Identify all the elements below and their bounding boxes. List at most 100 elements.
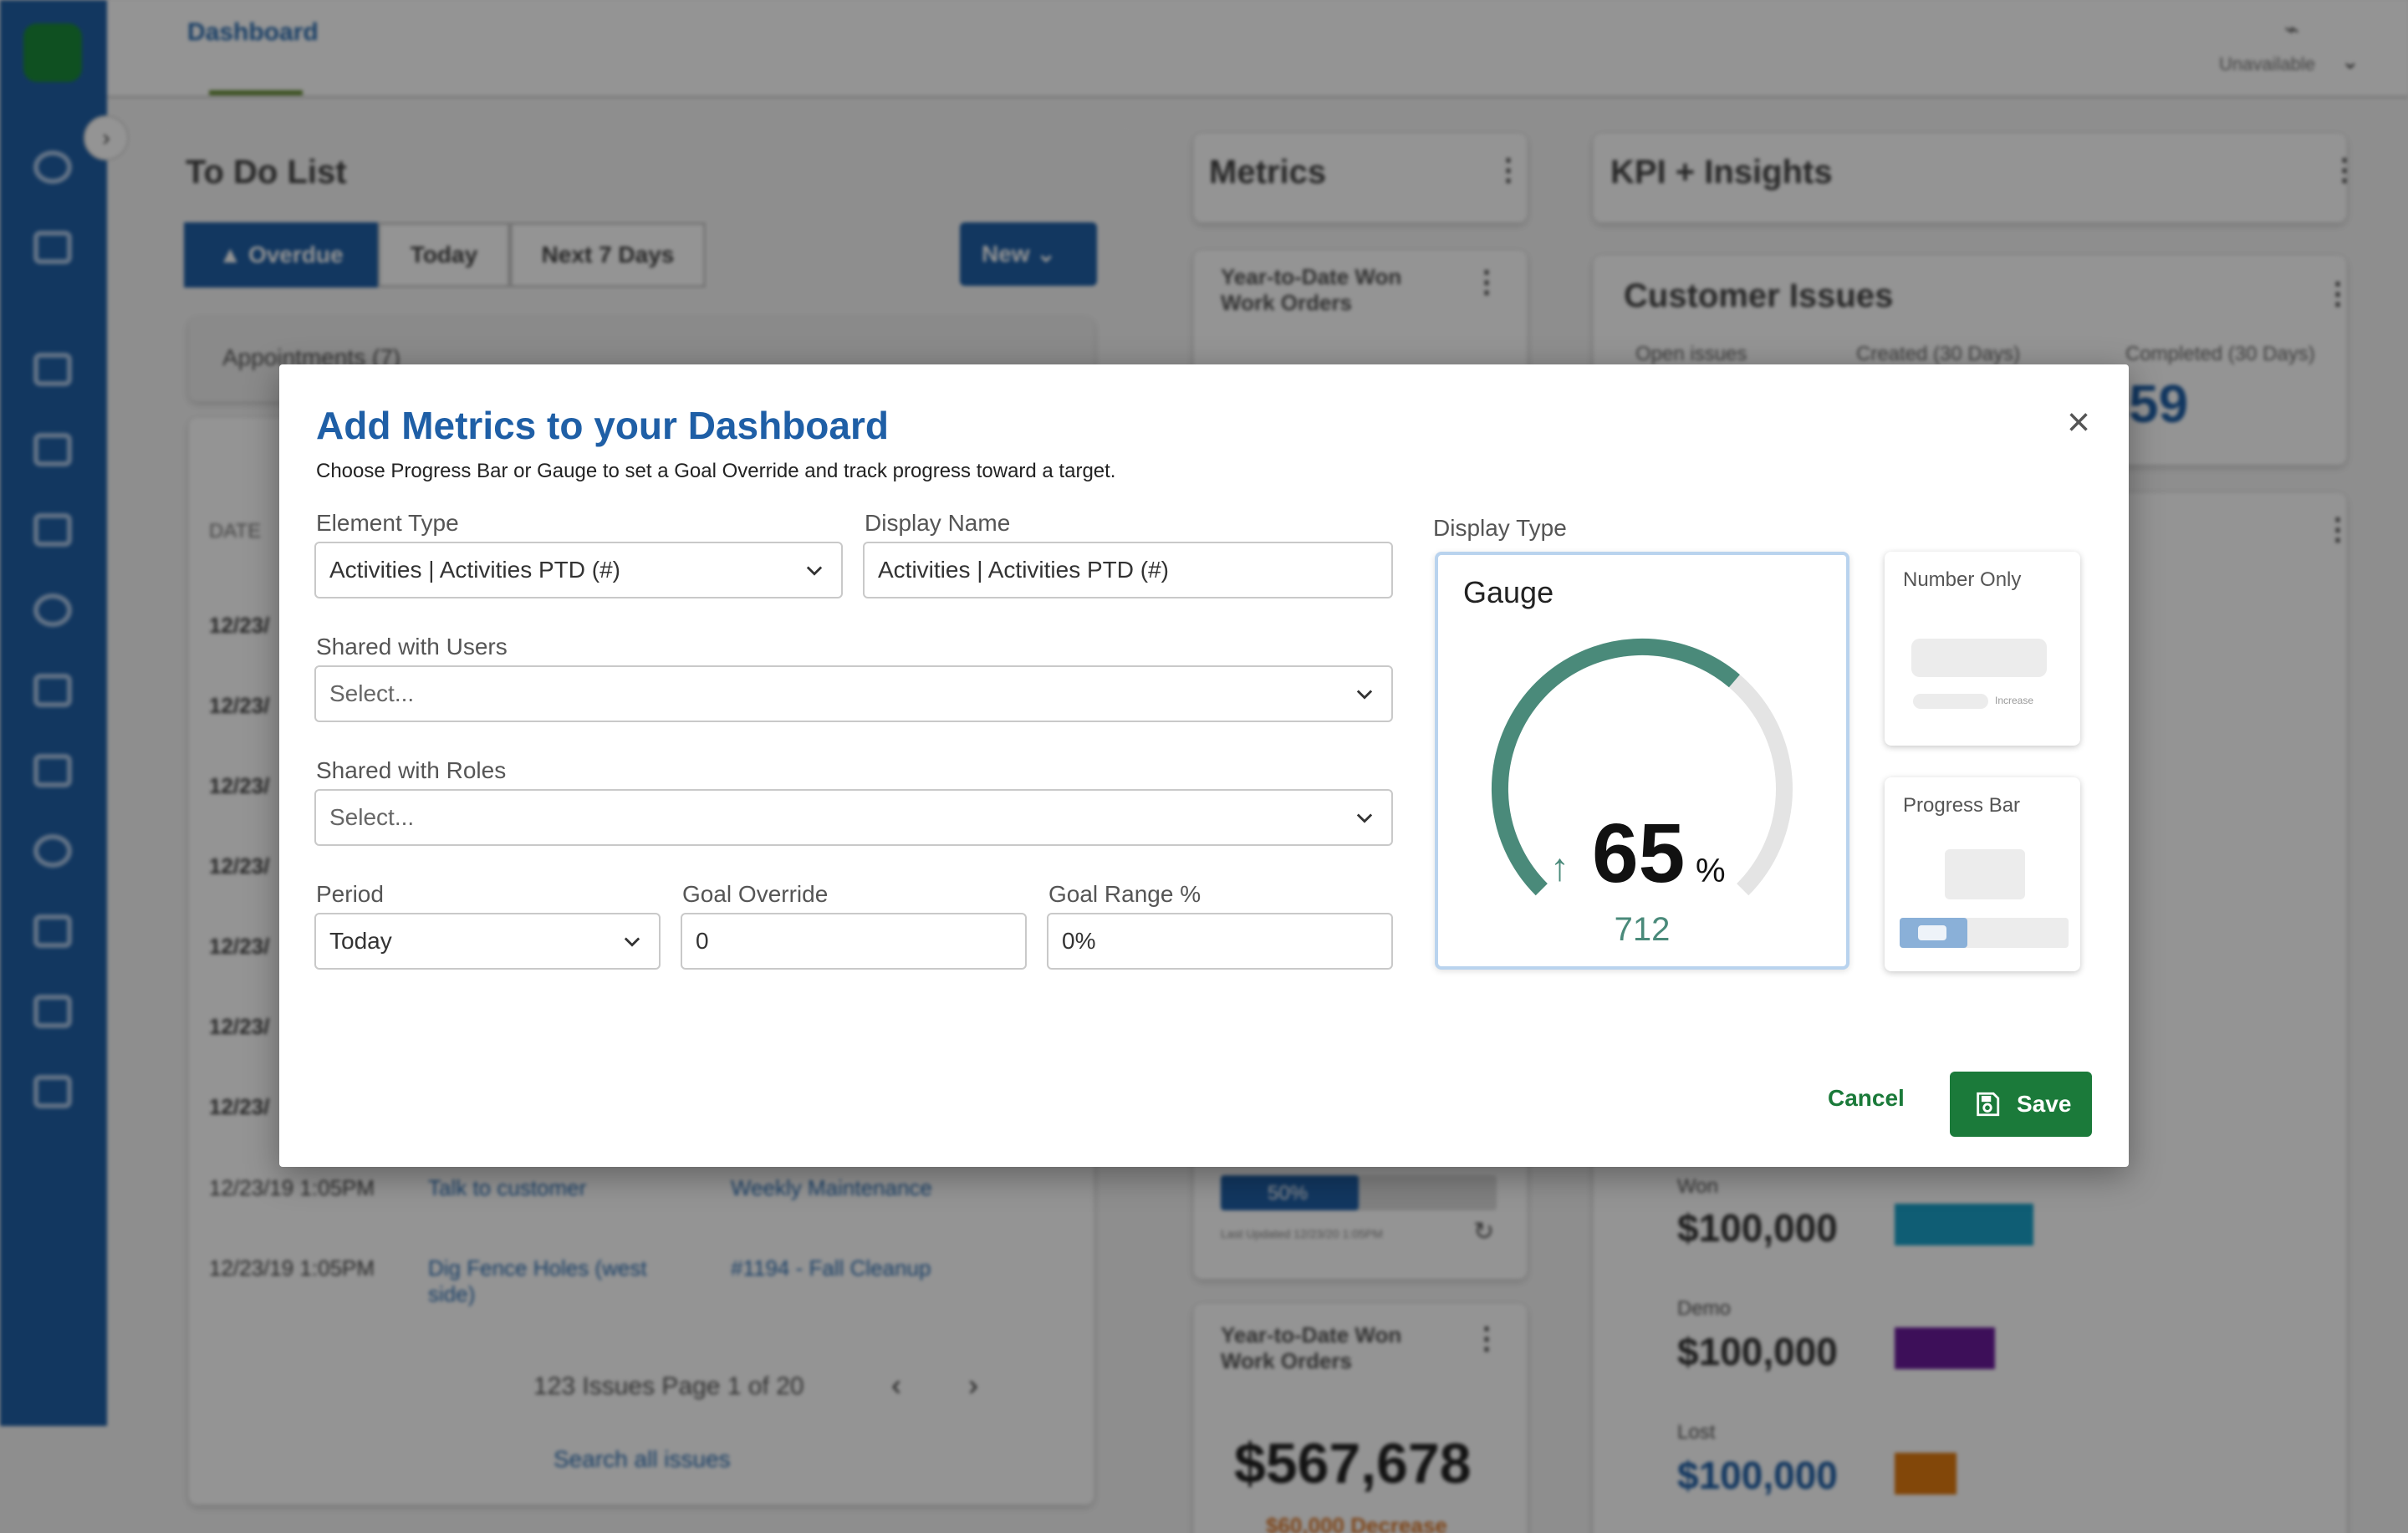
metric-card-title: Year-to-Date Won Work Orders (1221, 1322, 1402, 1373)
progress-track: 50% (1221, 1175, 1497, 1210)
number-only-caption: Increase (1995, 695, 2034, 706)
kpi-header-card: KPI + Insights ⋮ (1594, 134, 2360, 222)
cancel-button[interactable]: Cancel (1828, 1085, 1905, 1111)
chevron-down-icon[interactable]: ⌄ (2341, 48, 2360, 74)
more-icon[interactable]: ⋮ (1472, 1321, 1502, 1355)
chevron-down-icon (1356, 813, 1373, 823)
pagination-text: 123 Issues Page 1 of 20 (533, 1373, 804, 1400)
filter-today[interactable]: Today (378, 222, 510, 288)
search-all-issues-link[interactable]: Search all issues (554, 1446, 731, 1472)
last-updated: Last Updated 12/23/20 1:05PM (1221, 1227, 1383, 1240)
progress-preview-label (1918, 925, 1946, 940)
gauge-fill (1491, 638, 1740, 896)
pie-chart-icon[interactable] (33, 834, 72, 868)
arrow-up-icon: ↑ (1550, 845, 1569, 889)
todo-title: To Do List (186, 154, 347, 191)
top-bar: Dashboard ⌁ Unavailable ⌄ (107, 0, 2408, 99)
shared-users-placeholder: Select... (329, 680, 415, 706)
status-text: Unavailable (2219, 53, 2315, 74)
list-item: 12/23/ (209, 853, 270, 879)
lost-value: $100,000 (1677, 1454, 1838, 1497)
filter-next-7-days[interactable]: Next 7 Days (510, 222, 706, 288)
goal-override-input[interactable]: 0 (681, 913, 1027, 970)
gauge-value: 712 (1614, 911, 1671, 948)
list-item: 12/23/ (209, 613, 270, 638)
gauge-percent-sign: % (1696, 853, 1726, 889)
shared-roles-select[interactable]: Select... (314, 789, 1393, 846)
reports-icon[interactable] (33, 914, 72, 948)
more-icon[interactable]: ⋮ (2323, 276, 2353, 310)
display-type-gauge-option[interactable]: Gauge ↑ 65 % 712 (1435, 552, 1849, 970)
metrics-header-card: Metrics ⋮ (1194, 134, 1527, 222)
display-name-label: Display Name (865, 510, 1011, 536)
brand-logo[interactable] (23, 23, 82, 82)
table-row[interactable]: 12/23/19 1:05PM Talk to customer Weekly … (209, 1175, 932, 1200)
next-page-icon[interactable]: › (968, 1367, 978, 1402)
more-icon[interactable]: ⋮ (1493, 152, 1523, 186)
gauge-percent: 65 (1592, 807, 1686, 900)
clipboard-icon[interactable] (33, 754, 72, 787)
tab-dashboard[interactable]: Dashboard (187, 18, 319, 46)
more-icon[interactable]: ⋮ (2329, 152, 2360, 186)
contacts-icon[interactable] (33, 433, 72, 466)
goal-override-label: Goal Override (682, 881, 829, 907)
close-icon[interactable]: × (2066, 400, 2091, 445)
kpi-title: KPI + Insights (1610, 154, 1833, 191)
add-metrics-dialog: Add Metrics to your Dashboard Choose Pro… (279, 364, 2129, 1167)
metric-card: Year-to-Date Won Work Orders ⋮ $567,678 … (1194, 1304, 1527, 1533)
won-value: $100,000 (1677, 1206, 1838, 1250)
metric-change: $60,000 Decrease (1266, 1513, 1447, 1533)
period-select[interactable]: Today (314, 913, 661, 970)
created-label: Created (30 Days) (1856, 343, 2021, 365)
list-item: 12/23/ (209, 934, 270, 959)
display-type-label: Display Type (1433, 515, 1567, 541)
metric-value: $567,678 (1234, 1432, 1472, 1495)
new-button[interactable]: New ⌄ (960, 222, 1097, 286)
element-type-value: Activities | Activities PTD (#) (329, 557, 621, 583)
lost-label: Lost (1677, 1421, 1716, 1444)
lost-bar (1895, 1453, 1956, 1495)
more-icon[interactable]: ⋮ (2323, 512, 2353, 546)
dialog-title: Add Metrics to your Dashboard (316, 404, 889, 447)
display-type-number-only-option[interactable]: Number Only Increase (1885, 552, 2080, 746)
element-type-select[interactable]: Activities | Activities PTD (#) (314, 542, 843, 598)
table-row[interactable]: 12/23/19 1:05PM Dig Fence Holes (west si… (209, 1255, 931, 1306)
progress-fill (1221, 1175, 1359, 1210)
won-label: Won (1677, 1175, 1718, 1198)
progress-preview-track (1900, 918, 2069, 948)
demo-label: Demo (1677, 1297, 1732, 1320)
schedule-icon[interactable] (33, 674, 72, 707)
progress-label: 50% (1268, 1182, 1309, 1204)
caption-placeholder-graphic (1913, 694, 1988, 709)
buildings-icon[interactable] (33, 513, 72, 547)
save-button[interactable]: Save (1950, 1072, 2092, 1137)
goal-range-input[interactable]: 0% (1047, 913, 1393, 970)
display-name-input[interactable]: Activities | Activities PTD (#) (863, 542, 1393, 598)
metrics-title: Metrics (1209, 154, 1327, 191)
gauge-option-title: Gauge (1463, 575, 1554, 609)
calendar-icon[interactable] (33, 353, 72, 386)
period-label: Period (316, 881, 384, 907)
more-icon[interactable]: ⋮ (1472, 264, 1502, 298)
sidebar-expand-button[interactable]: › (84, 115, 129, 160)
prev-page-icon[interactable]: ‹ (891, 1367, 901, 1402)
archive-icon[interactable] (33, 995, 72, 1028)
trophy-icon[interactable] (33, 593, 72, 627)
metric-card-title: Year-to-Date Won Work Orders (1221, 264, 1402, 315)
search-icon[interactable] (33, 150, 72, 184)
number-placeholder-graphic (1911, 639, 2047, 677)
sidebar (0, 0, 107, 1426)
filter-overdue[interactable]: ▲ Overdue (184, 222, 378, 288)
number-only-title: Number Only (1903, 568, 2022, 591)
chevron-down-icon (806, 566, 823, 576)
floppy-disk-icon (1977, 1092, 2000, 1117)
display-type-progress-bar-option[interactable]: Progress Bar (1885, 777, 2080, 971)
shared-roles-placeholder: Select... (329, 804, 415, 830)
completed-label: Completed (30 Days) (2125, 343, 2315, 365)
progress-bar-title: Progress Bar (1903, 794, 2021, 817)
user-settings-icon[interactable] (33, 1075, 72, 1108)
money-icon[interactable] (33, 231, 72, 264)
shared-users-select[interactable]: Select... (314, 665, 1393, 722)
goal-range-label: Goal Range % (1048, 881, 1201, 907)
refresh-icon[interactable]: ↻ (1473, 1218, 1495, 1245)
